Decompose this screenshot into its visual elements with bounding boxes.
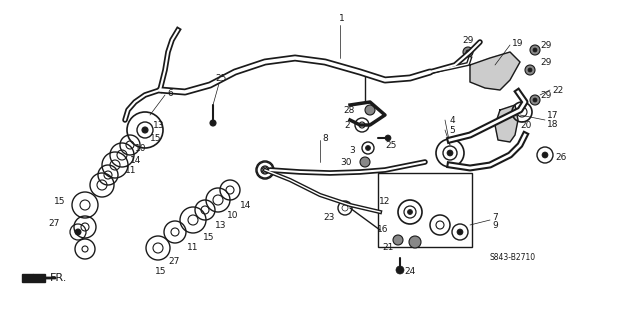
- Text: 5: 5: [449, 125, 455, 134]
- Circle shape: [533, 98, 537, 102]
- Text: 29: 29: [540, 41, 551, 50]
- Text: FR.: FR.: [50, 273, 67, 283]
- Text: 17: 17: [547, 110, 559, 119]
- Text: 3: 3: [349, 146, 355, 155]
- Circle shape: [542, 152, 548, 158]
- Circle shape: [385, 135, 391, 141]
- Text: 11: 11: [125, 165, 137, 174]
- Circle shape: [365, 105, 375, 115]
- Circle shape: [409, 236, 421, 248]
- Text: 15: 15: [150, 133, 161, 142]
- Text: 18: 18: [547, 119, 559, 129]
- Circle shape: [530, 95, 540, 105]
- Circle shape: [365, 146, 371, 150]
- Polygon shape: [22, 274, 45, 282]
- Text: 15: 15: [203, 234, 214, 243]
- Text: 13: 13: [215, 221, 227, 230]
- Text: 11: 11: [187, 244, 198, 252]
- Text: 15: 15: [155, 268, 166, 276]
- Circle shape: [528, 68, 532, 72]
- Circle shape: [360, 157, 370, 167]
- Text: 27: 27: [168, 258, 179, 267]
- Text: 24: 24: [404, 268, 415, 276]
- Circle shape: [463, 47, 473, 57]
- Text: 9: 9: [492, 220, 497, 229]
- Text: 10: 10: [227, 212, 239, 220]
- Text: S843-B2710: S843-B2710: [490, 253, 536, 262]
- Text: 12: 12: [379, 197, 390, 206]
- Text: 14: 14: [240, 201, 252, 210]
- Circle shape: [466, 50, 470, 54]
- Circle shape: [533, 48, 537, 52]
- Text: 13: 13: [153, 121, 164, 130]
- Text: 20: 20: [520, 121, 531, 130]
- Text: 29: 29: [540, 58, 551, 67]
- Circle shape: [142, 127, 148, 133]
- Circle shape: [407, 210, 412, 214]
- Circle shape: [457, 229, 463, 235]
- Text: 25: 25: [215, 74, 226, 83]
- Text: 7: 7: [492, 212, 497, 221]
- Text: 14: 14: [130, 156, 142, 164]
- Circle shape: [447, 150, 453, 156]
- Circle shape: [525, 65, 535, 75]
- Text: 29: 29: [540, 91, 551, 100]
- Text: 29: 29: [462, 36, 473, 44]
- Text: 6: 6: [167, 89, 173, 98]
- Text: 22: 22: [552, 85, 563, 94]
- Text: 25: 25: [385, 140, 396, 149]
- Circle shape: [393, 235, 403, 245]
- Text: 28: 28: [344, 106, 355, 115]
- Text: 27: 27: [49, 220, 60, 228]
- Text: 2: 2: [344, 121, 350, 130]
- Circle shape: [396, 266, 404, 274]
- Text: 21: 21: [383, 244, 394, 252]
- Circle shape: [210, 120, 216, 126]
- Text: 30: 30: [341, 157, 352, 166]
- Text: 1: 1: [339, 14, 345, 23]
- Text: 16: 16: [376, 226, 388, 235]
- Polygon shape: [495, 105, 518, 142]
- Polygon shape: [470, 52, 520, 90]
- Text: 8: 8: [322, 133, 328, 142]
- Text: 15: 15: [54, 197, 65, 206]
- Text: 26: 26: [555, 153, 566, 162]
- Text: 4: 4: [449, 116, 455, 124]
- Circle shape: [530, 45, 540, 55]
- Text: 10: 10: [135, 143, 146, 153]
- Circle shape: [75, 229, 81, 235]
- Text: 19: 19: [512, 38, 523, 47]
- Text: 23: 23: [324, 213, 335, 222]
